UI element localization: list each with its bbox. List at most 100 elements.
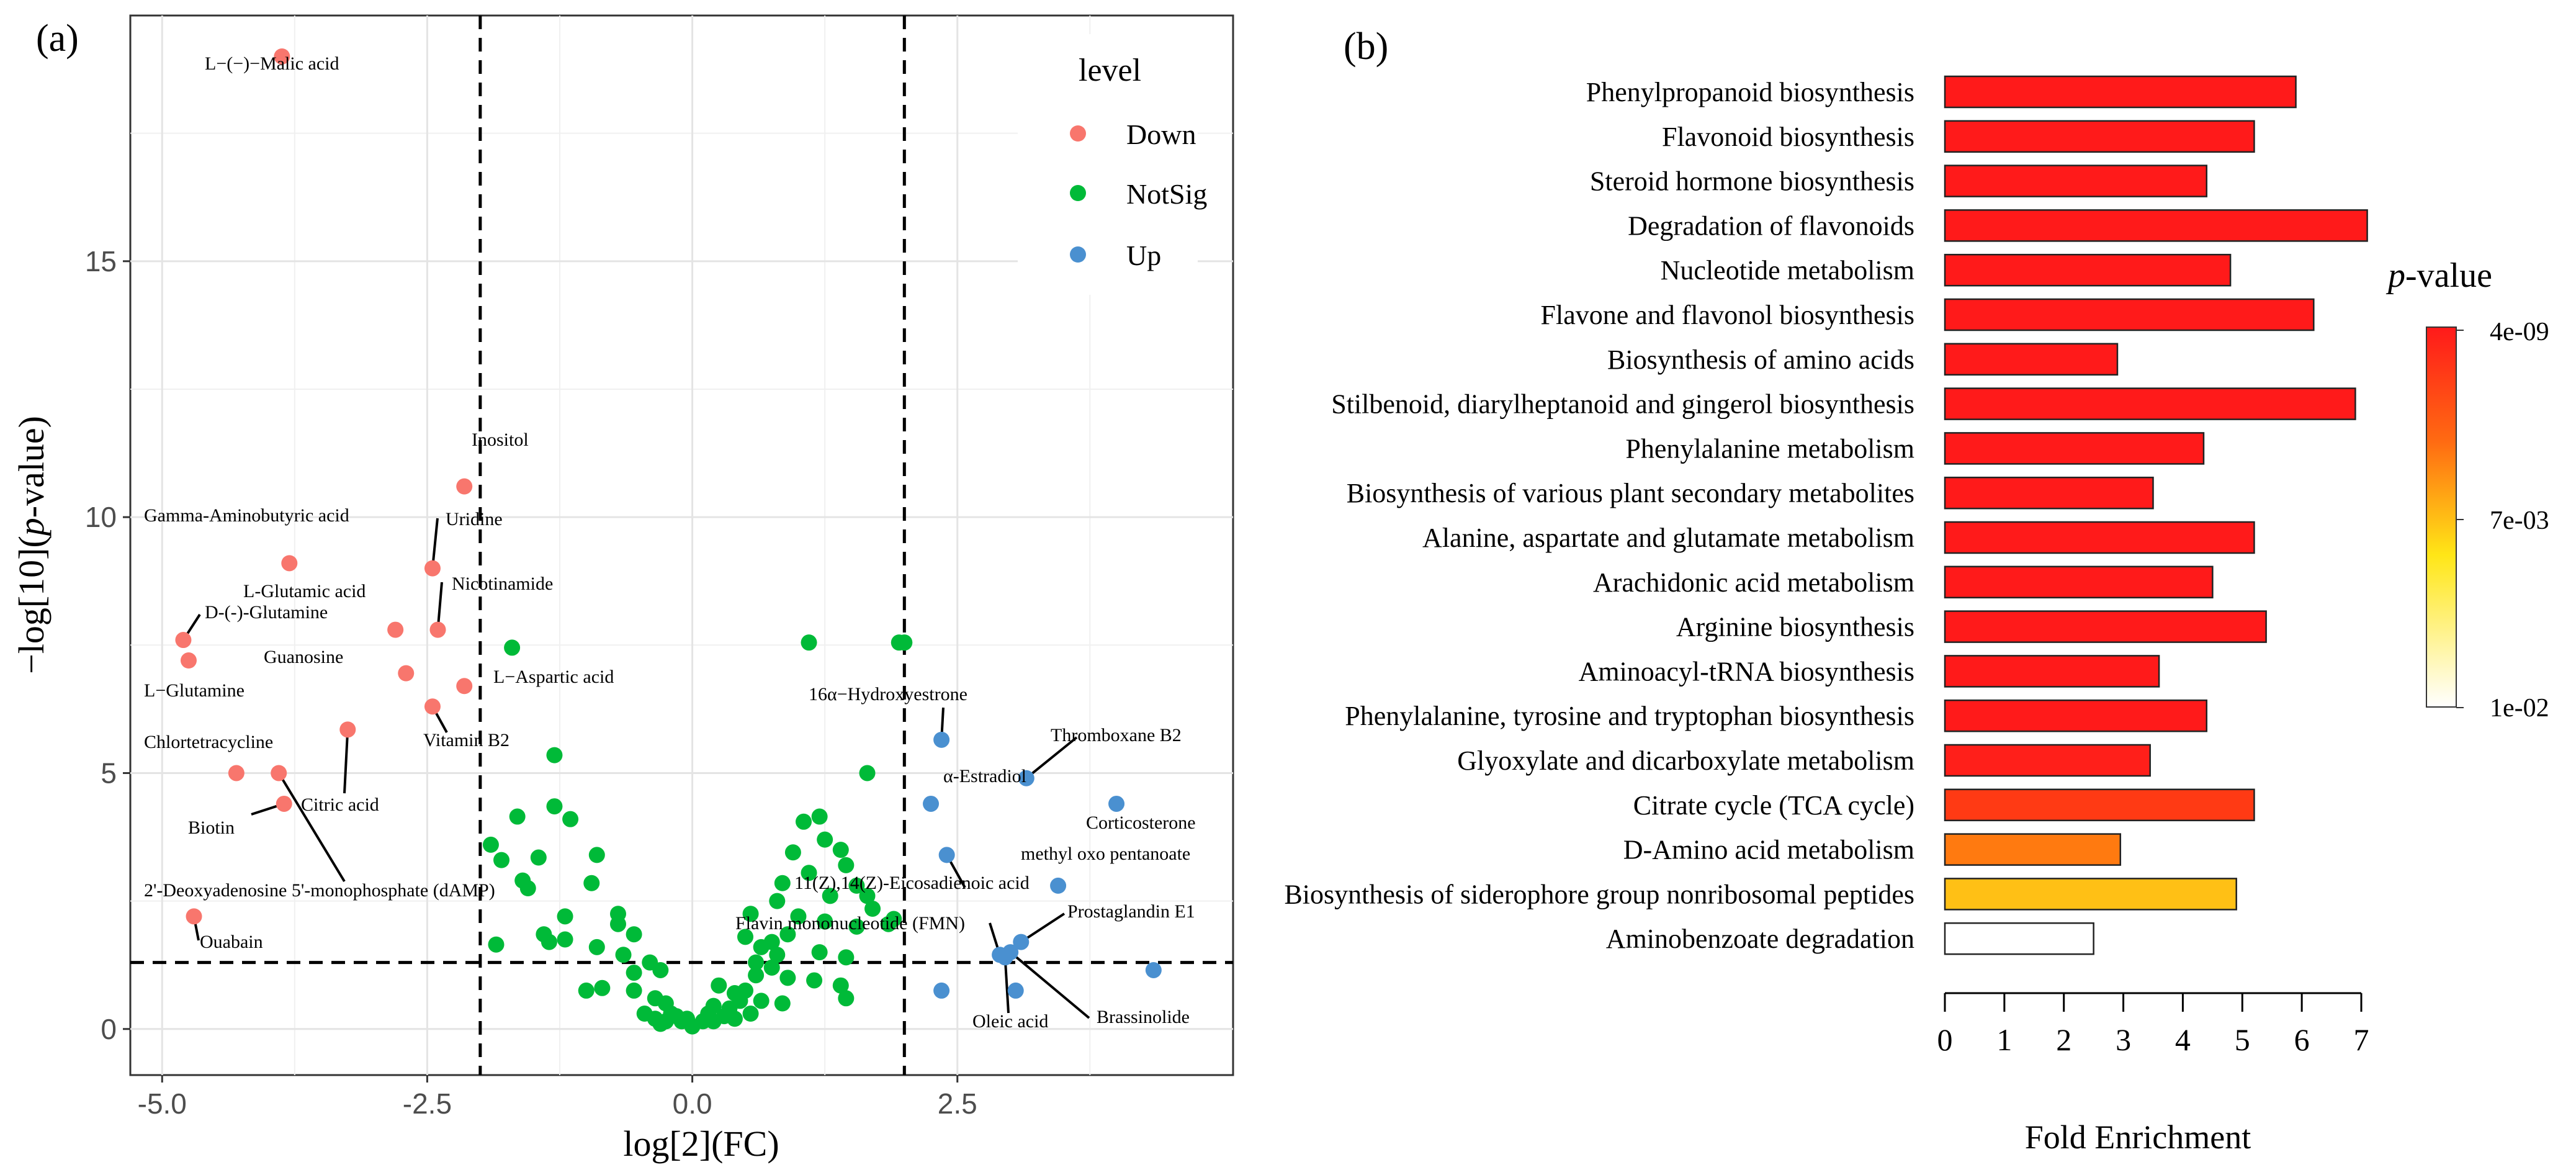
volcano-point-up bbox=[1108, 795, 1125, 812]
panel-a-tag: (a) bbox=[36, 17, 79, 60]
enrichment-bar bbox=[1944, 476, 2154, 510]
x-tick-label: -5.0 bbox=[138, 1087, 187, 1120]
enrichment-x-axis: 0 1 2 3 4 5 6 7 bbox=[1937, 992, 2369, 1057]
enrichment-bar-panel: (b) Phenylpropanoid biosynthesis Flavonoi… bbox=[1284, 25, 2549, 1156]
pathway-label: Stilbenoid, diarylheptanoid and gingerol… bbox=[1331, 389, 1914, 420]
volcano-point-down bbox=[424, 698, 441, 715]
metabolite-label: L−Glutamine bbox=[144, 680, 245, 701]
metabolite-label: Uridine bbox=[446, 509, 503, 529]
enrichment-bar bbox=[1944, 521, 2255, 554]
volcano-point-down bbox=[429, 621, 446, 638]
legend-down-label: Down bbox=[1126, 119, 1196, 150]
enrichment-bar bbox=[1944, 699, 2208, 732]
volcano-plot-panel: (a) L−(−)−Malic acid Inositol Gamma-Aminob… bbox=[11, 14, 1234, 1164]
enrichment-bar bbox=[1944, 744, 2151, 777]
volcano-point-notsig bbox=[822, 888, 838, 904]
metabolite-label: L-Glutamic acid bbox=[243, 581, 366, 601]
legend-up-label: Up bbox=[1126, 240, 1161, 271]
volcano-point-notsig bbox=[626, 982, 642, 999]
enrichment-bar bbox=[1944, 610, 2267, 643]
volcano-point-down bbox=[339, 721, 356, 738]
label-leader-line bbox=[343, 729, 349, 794]
threshold-lines bbox=[130, 16, 1233, 1075]
colorbar-gradient bbox=[2426, 326, 2457, 708]
volcano-axis-ticks: -5.0 -2.5 0.0 2.5 0 5 10 15 bbox=[85, 245, 977, 1120]
volcano-point-down bbox=[175, 632, 192, 649]
volcano-point-notsig bbox=[838, 949, 855, 966]
volcano-point-notsig bbox=[652, 1015, 669, 1032]
pathway-label: Arginine biosynthesis bbox=[1676, 612, 1914, 642]
volcano-point-notsig bbox=[801, 865, 817, 881]
metabolite-labels: L−(−)−Malic acid Inositol Gamma-Aminobutyr… bbox=[144, 53, 1196, 1032]
pathway-label: Biosynthesis of siderophore group nonrib… bbox=[1284, 879, 1914, 909]
enrichment-tick-label: 2 bbox=[2056, 1022, 2071, 1057]
volcano-point-notsig bbox=[779, 926, 796, 943]
volcano-legend: level Down NotSig Up bbox=[1018, 34, 1207, 295]
pathway-label: D-Amino acid metabolism bbox=[1623, 835, 1914, 865]
metabolite-label: Corticosterone bbox=[1086, 813, 1196, 833]
pathway-labels: Phenylpropanoid biosynthesis Flavonoid bi… bbox=[1284, 77, 1914, 954]
panel-b-tag: (b) bbox=[1344, 25, 1388, 68]
y-tick-label: 0 bbox=[101, 1013, 117, 1045]
volcano-point-down bbox=[228, 765, 245, 781]
volcano-point-notsig bbox=[488, 936, 505, 953]
volcano-point-up bbox=[1007, 982, 1024, 999]
label-leader-line bbox=[277, 772, 346, 883]
enrichment-tick-label: 6 bbox=[2294, 1022, 2310, 1057]
volcano-point-notsig bbox=[557, 908, 573, 925]
enrichment-tick-label: 1 bbox=[1996, 1022, 2012, 1057]
volcano-point-notsig bbox=[769, 947, 786, 963]
volcano-x-axis-title: log[2](FC) bbox=[623, 1123, 779, 1164]
metabolite-label: Ouabain bbox=[200, 932, 263, 952]
metabolite-label: Nicotinamide bbox=[452, 574, 553, 594]
pathway-label: Alanine, aspartate and glutamate metabol… bbox=[1422, 523, 1914, 553]
volcano-point-down bbox=[456, 678, 473, 695]
metabolite-label: Thromboxane B2 bbox=[1051, 725, 1182, 745]
volcano-point-notsig bbox=[679, 1011, 696, 1027]
volcano-point-notsig bbox=[742, 1006, 759, 1022]
legend-notsig-label: NotSig bbox=[1126, 178, 1207, 210]
volcano-point-notsig bbox=[811, 808, 828, 825]
volcano-point-notsig bbox=[848, 877, 865, 894]
volcano-point-notsig bbox=[880, 916, 897, 932]
metabolite-label: Biotin bbox=[188, 817, 235, 838]
volcano-point-notsig bbox=[732, 993, 748, 1009]
volcano-point-notsig bbox=[832, 977, 849, 994]
enrichment-bar bbox=[1944, 878, 2237, 911]
volcano-point-notsig bbox=[557, 931, 573, 948]
enrichment-tick-label: 0 bbox=[1937, 1022, 1953, 1057]
pathway-label: Aminobenzoate degradation bbox=[1606, 924, 1914, 954]
metabolite-label: methyl oxo pentanoate bbox=[1021, 844, 1190, 864]
label-leader-line bbox=[1009, 951, 1090, 1019]
volcano-point-notsig bbox=[711, 977, 727, 994]
volcano-point-down bbox=[271, 765, 287, 781]
volcano-point-notsig bbox=[832, 842, 849, 858]
enrichment-bar bbox=[1944, 833, 2122, 866]
enrichment-bar bbox=[1944, 565, 2214, 599]
metabolite-label: α-Estradiol bbox=[943, 766, 1026, 786]
volcano-point-notsig bbox=[594, 979, 611, 996]
colorbar-tick-low: 1e-02 bbox=[2490, 694, 2549, 723]
volcano-point-notsig bbox=[774, 875, 791, 891]
label-leader-line bbox=[1020, 912, 1066, 943]
volcano-point-notsig bbox=[784, 844, 801, 861]
enrichment-bar bbox=[1944, 387, 2356, 420]
volcano-point-notsig bbox=[817, 913, 833, 930]
metabolite-label: Chlortetracycline bbox=[144, 732, 273, 752]
legend-background bbox=[1018, 34, 1198, 295]
pathway-label: Arachidonic acid metabolism bbox=[1593, 567, 1914, 598]
colorbar-tick-high: 4e-09 bbox=[2490, 318, 2549, 346]
volcano-point-notsig bbox=[896, 634, 913, 651]
volcano-point-notsig bbox=[806, 972, 823, 989]
volcano-point-notsig bbox=[626, 965, 642, 981]
enrichment-tick-label: 7 bbox=[2354, 1022, 2369, 1057]
pathway-label: Phenylalanine, tyrosine and tryptophan b… bbox=[1345, 701, 1914, 731]
enrichment-bars bbox=[1944, 75, 2368, 955]
pathway-label: Steroid hormone biosynthesis bbox=[1590, 166, 1914, 197]
metabolite-label: Oleic acid bbox=[972, 1011, 1048, 1032]
label-leader-line bbox=[1003, 957, 1010, 1014]
metabolite-label: Inositol bbox=[472, 430, 529, 450]
volcano-point-down bbox=[387, 621, 404, 638]
volcano-point-notsig bbox=[742, 906, 759, 922]
volcano-point-notsig bbox=[519, 880, 536, 897]
